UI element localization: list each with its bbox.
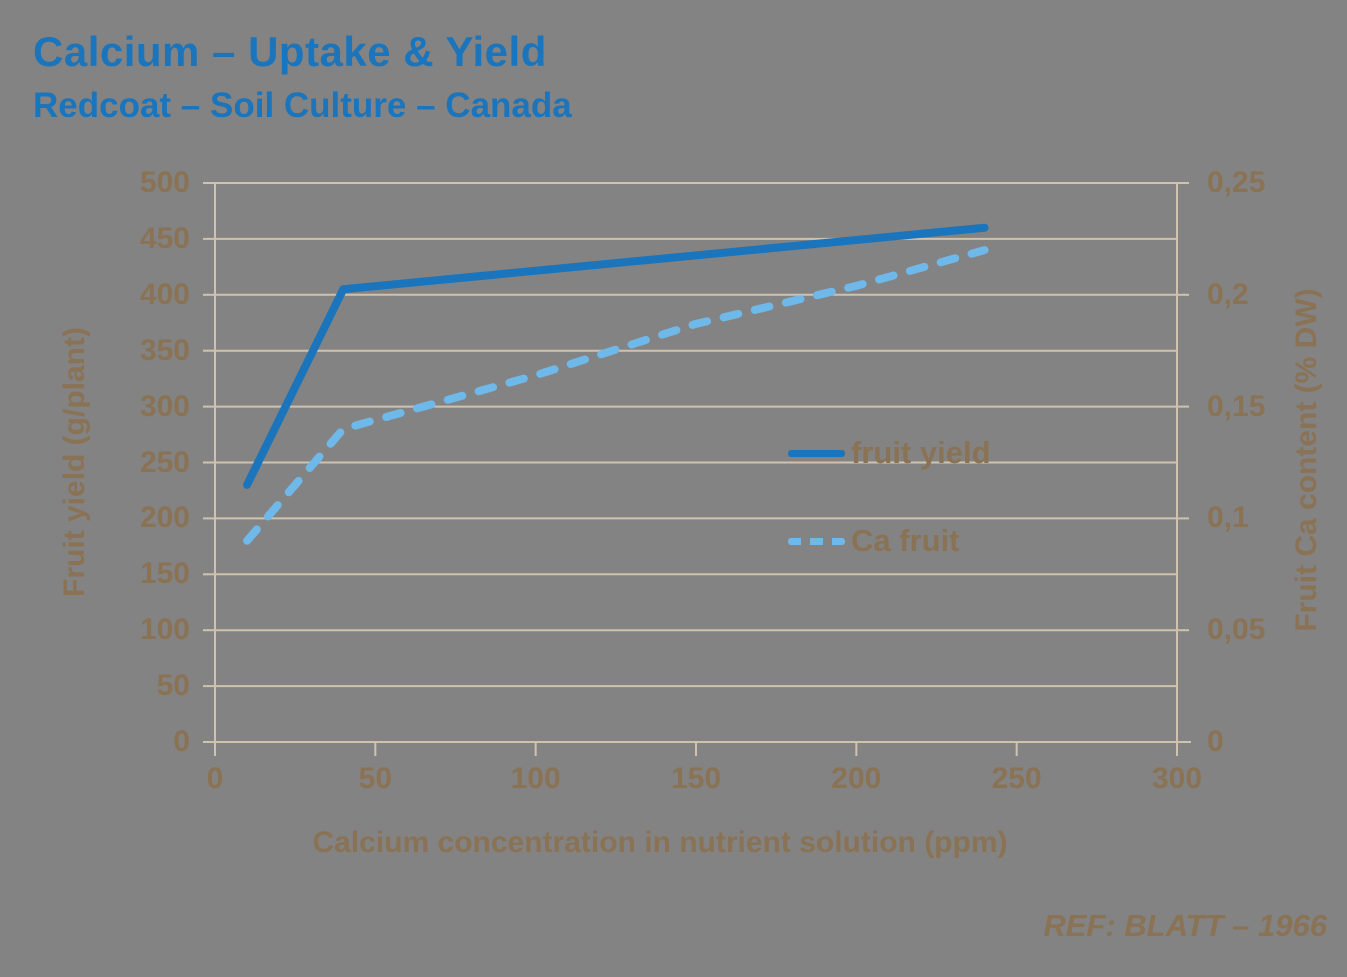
x-axis-tick-label: 200 — [831, 762, 882, 795]
legend-item-fruit-yield: fruit yield — [788, 435, 991, 471]
x-axis-tick-label: 0 — [206, 762, 224, 795]
y-axis-right-tick-label: 0,2 — [1207, 277, 1249, 311]
y-axis-left-tick-label: 250 — [139, 445, 190, 479]
x-axis-tick-label: 300 — [1151, 762, 1203, 795]
y-axis-right-tick-label: 0,05 — [1207, 613, 1266, 647]
y-axis-left-tick-label: 100 — [139, 613, 190, 647]
y-axis-left-tick-label: 400 — [139, 277, 190, 311]
y-axis-left-tick-label: 500 — [139, 166, 190, 199]
x-axis-tick-label: 150 — [670, 762, 722, 795]
page-title: Calcium – Uptake & Yield — [33, 28, 547, 75]
y-axis-left-tick-label: 350 — [139, 333, 190, 367]
x-axis-title: Calcium concentration in nutrient soluti… — [312, 826, 1008, 859]
series-line-Ca-fruit — [243, 246, 989, 545]
x-axis-tick-label: 250 — [991, 762, 1042, 795]
x-axis-tick-label: 100 — [510, 762, 561, 795]
x-axis-tick-label: 50 — [358, 762, 393, 795]
y-axis-left-tick-label: 450 — [139, 221, 190, 255]
chart-plot-area — [203, 182, 1191, 756]
series-line-fruit-yield — [243, 223, 989, 489]
reference-note: REF: BLATT – 1966 — [1043, 908, 1327, 943]
y-axis-left-tick-label: 0 — [173, 725, 190, 758]
y-axis-left-tick-label: 50 — [156, 669, 190, 703]
y-axis-left-tick-label: 200 — [139, 501, 190, 535]
y-axis-left-tick-label: 300 — [139, 389, 190, 423]
y-axis-title-right: Fruit Ca content (% DW) — [1290, 288, 1323, 632]
ca-fruit-dashed-line-sample-icon — [788, 537, 845, 545]
legend-label-ca-fruit: Ca fruit — [851, 523, 960, 558]
y-axis-right-tick-label: 0,25 — [1207, 166, 1266, 199]
page-subtitle: Redcoat – Soil Culture – Canada — [33, 86, 572, 125]
fruit-yield-line-sample-icon — [788, 449, 845, 457]
y-axis-left-tick-label: 150 — [139, 557, 190, 591]
legend-label-fruit-yield: fruit yield — [851, 435, 991, 470]
y-axis-right-tick-label: 0 — [1207, 725, 1224, 758]
legend-item-ca-fruit: Ca fruit — [788, 523, 960, 559]
chart-canvas — [203, 182, 1191, 756]
y-axis-right-tick-label: 0,1 — [1207, 501, 1249, 535]
y-axis-right-tick-label: 0,15 — [1207, 389, 1266, 423]
